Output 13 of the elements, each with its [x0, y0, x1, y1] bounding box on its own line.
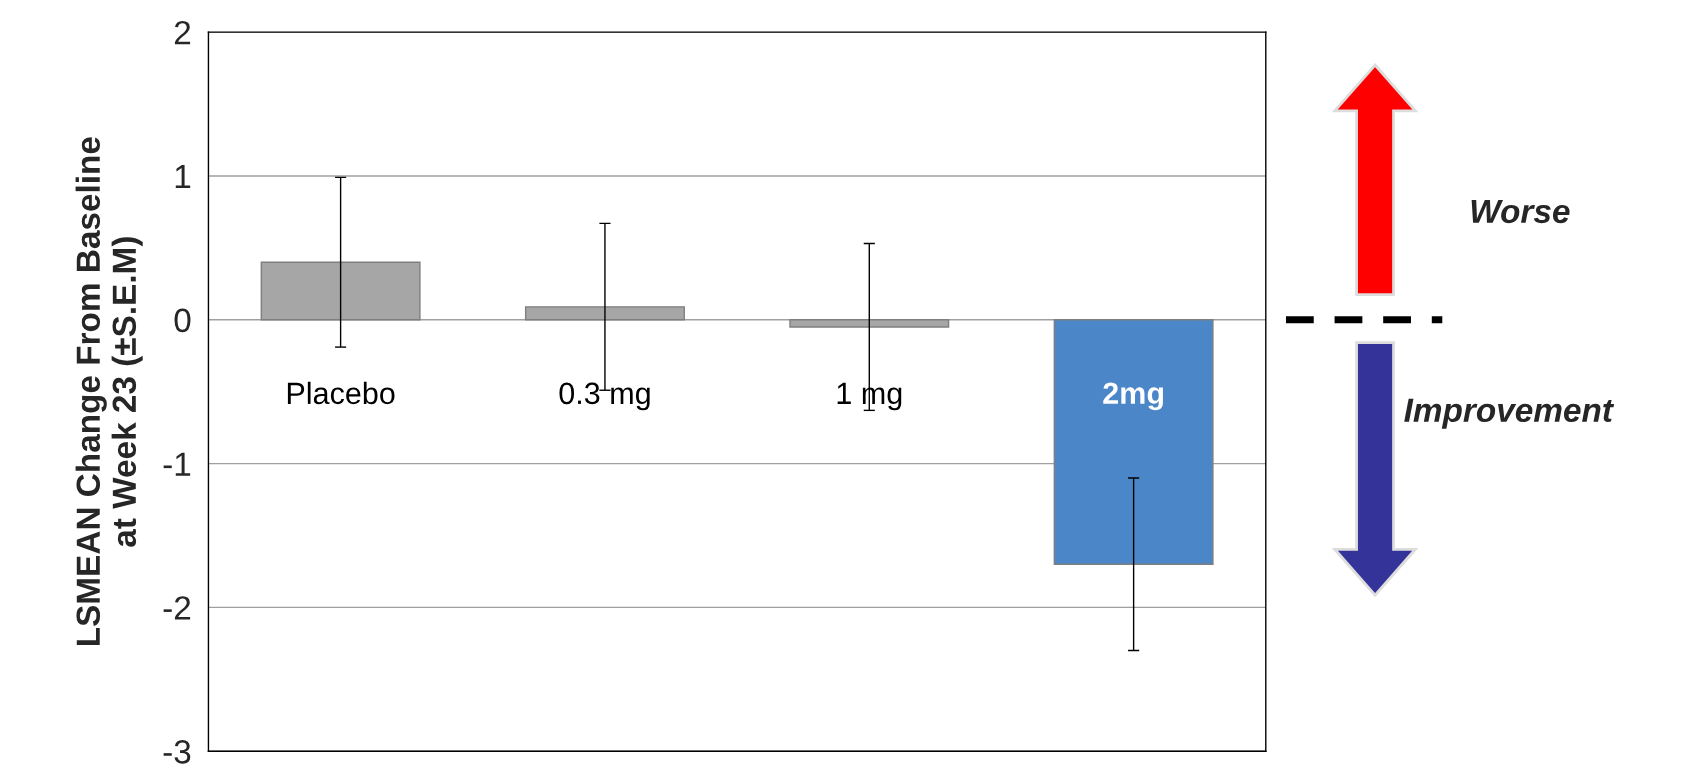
y-tick-label: -2	[163, 596, 191, 620]
x-tick-label: 0.3 mg	[559, 382, 650, 411]
x-tick-label: Placebo	[287, 381, 395, 405]
text: Worse	[1471, 199, 1570, 224]
y-tick-label: -1	[163, 452, 191, 476]
bar	[1053, 319, 1214, 565]
y-tick-label: -3	[163, 740, 191, 764]
text: Improvement	[1404, 398, 1615, 429]
y-tick-label: 1	[175, 165, 191, 189]
x-tick-label: 2mg	[1103, 382, 1163, 411]
y-tick-label: 2	[174, 20, 191, 45]
y-tick-label: 0	[174, 308, 191, 333]
y-axis-title: LSMEAN Change From Baseline at Week 23 (±S.E.M)	[75, 137, 143, 646]
